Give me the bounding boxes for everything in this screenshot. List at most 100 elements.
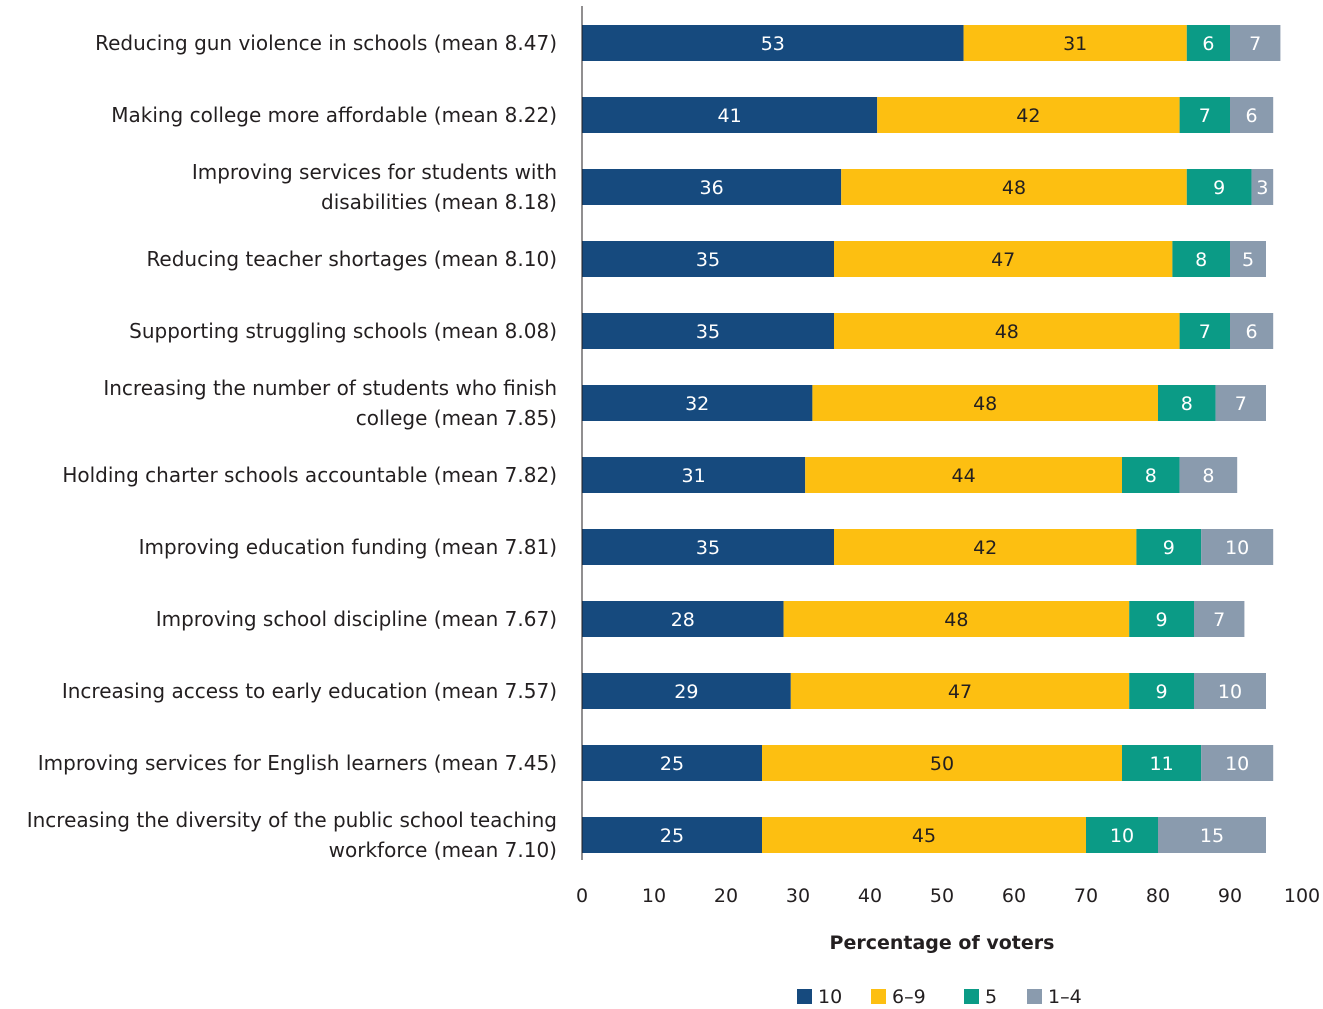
- bar-segment-1–4: [1194, 601, 1245, 637]
- category-label: Increasing access to early education (me…: [62, 679, 557, 703]
- category-label-line: Holding charter schools accountable (mea…: [62, 463, 557, 487]
- bar-segment-1–4: [1194, 673, 1266, 709]
- bar-value-label: 36: [700, 177, 724, 199]
- bar-value-label: 47: [991, 249, 1015, 271]
- bar-value-label: 31: [682, 465, 706, 487]
- bar-value-label: 10: [1225, 753, 1249, 775]
- bar-value-label: 8: [1195, 249, 1207, 271]
- bar-value-label: 15: [1200, 825, 1224, 847]
- bar-segment-5: [1129, 601, 1194, 637]
- x-tick-label: 90: [1218, 885, 1242, 907]
- bar-segment-1–4: [1215, 385, 1266, 421]
- bar-segment-5: [1122, 457, 1180, 493]
- bar-segment-5: [1186, 169, 1252, 205]
- bar-value-label: 7: [1249, 33, 1261, 55]
- category-label-line: Reducing gun violence in schools (mean 8…: [95, 31, 557, 55]
- bar-segment-10: [582, 313, 834, 349]
- category-label-line: disabilities (mean 8.18): [321, 190, 557, 214]
- bar-segment-6–9: [877, 97, 1180, 133]
- bar-value-label: 11: [1150, 753, 1174, 775]
- x-tick-label: 20: [714, 885, 738, 907]
- bar-value-label: 10: [1218, 681, 1242, 703]
- bar-segment-1–4: [1230, 25, 1281, 61]
- x-tick-label: 50: [930, 885, 954, 907]
- bar-segment-6–9: [790, 673, 1130, 709]
- bar-value-label: 10: [1110, 825, 1134, 847]
- category-label-line: Improving services for English learners …: [38, 751, 557, 775]
- x-tick-label: 30: [786, 885, 810, 907]
- bar-value-label: 7: [1213, 609, 1225, 631]
- bar-segment-10: [582, 241, 834, 277]
- bar-segment-6–9: [762, 817, 1086, 853]
- category-label-line: Increasing access to early education (me…: [62, 679, 557, 703]
- x-axis-ticks: 0 10 20 30 40 50 60 70 80 90 100: [576, 885, 1320, 907]
- bar-segment-5: [1179, 313, 1230, 349]
- bar-value-label: 47: [948, 681, 972, 703]
- bar-value-label: 9: [1163, 537, 1175, 559]
- x-tick-label: 0: [576, 885, 588, 907]
- bar-value-label: 53: [761, 33, 785, 55]
- bar-segment-1–4: [1230, 313, 1274, 349]
- category-label-line: Increasing the number of students who fi…: [103, 376, 557, 400]
- bar-segment-6–9: [834, 241, 1173, 277]
- category-label: Increasing the number of students who fi…: [103, 376, 557, 430]
- bar-value-label: 3: [1256, 177, 1268, 199]
- category-label-line: Improving services for students with: [192, 160, 557, 184]
- x-tick-label: 60: [1002, 885, 1026, 907]
- legend-label: 1–4: [1048, 986, 1082, 1008]
- legend: 10 6–9 5 1–4: [797, 986, 1082, 1008]
- bar-segment-6–9: [783, 601, 1130, 637]
- bar-value-label: 48: [995, 321, 1019, 343]
- category-label: Improving services for students with disa…: [192, 160, 557, 214]
- x-axis-title: Percentage of voters: [830, 932, 1055, 954]
- category-label-line: workforce (mean 7.10): [329, 838, 557, 862]
- bar-segment-10: [582, 457, 806, 493]
- bar-value-label: 29: [674, 681, 698, 703]
- bar-segment-5: [1136, 529, 1202, 565]
- category-label: Improving education funding (mean 7.81): [139, 535, 557, 559]
- bar-value-label: 42: [973, 537, 997, 559]
- bar-segment-5: [1179, 97, 1230, 133]
- legend-swatch-10: [797, 989, 812, 1004]
- category-label-line: college (mean 7.85): [356, 406, 557, 430]
- bar-segment-10: [582, 25, 964, 61]
- bar-value-label: 8: [1181, 393, 1193, 415]
- x-tick-label: 80: [1146, 885, 1170, 907]
- bar-value-label: 35: [696, 537, 720, 559]
- bar-value-label: 31: [1063, 33, 1087, 55]
- category-label: Supporting struggling schools (mean 8.08…: [129, 319, 557, 343]
- bar-segment-5: [1086, 817, 1158, 853]
- bar-segment-6–9: [841, 169, 1187, 205]
- bar-value-label: 9: [1156, 609, 1168, 631]
- legend-swatch-6–9: [871, 989, 886, 1004]
- category-label-line: Reducing teacher shortages (mean 8.10): [146, 247, 557, 271]
- bar-value-label: 48: [973, 393, 997, 415]
- bar-value-label: 6: [1202, 33, 1214, 55]
- bar-segment-6–9: [834, 529, 1137, 565]
- x-tick-label: 10: [642, 885, 666, 907]
- x-tick-label: 100: [1284, 885, 1320, 907]
- bar-value-label: 8: [1145, 465, 1157, 487]
- bar-segment-10: [582, 169, 842, 205]
- bar-value-label: 48: [944, 609, 968, 631]
- bar-value-label: 7: [1235, 393, 1247, 415]
- bar-value-label: 41: [718, 105, 742, 127]
- legend-label: 10: [818, 986, 842, 1008]
- bar-segment-10: [582, 601, 784, 637]
- legend-swatch-5: [964, 989, 979, 1004]
- bar-value-label: 8: [1202, 465, 1214, 487]
- bar-segment-5: [1158, 385, 1216, 421]
- x-tick-label: 40: [858, 885, 882, 907]
- bar-value-label: 7: [1199, 105, 1211, 127]
- bar-value-label: 35: [696, 321, 720, 343]
- bar-segment-6–9: [812, 385, 1158, 421]
- bar-value-label: 35: [696, 249, 720, 271]
- bar-value-label: 7: [1199, 321, 1211, 343]
- bar-segment-1–4: [1230, 97, 1274, 133]
- category-label: Reducing gun violence in schools (mean 8…: [95, 31, 557, 55]
- category-label-line: Improving school discipline (mean 7.67): [156, 607, 557, 631]
- bar-value-label: 9: [1156, 681, 1168, 703]
- category-label: Reducing teacher shortages (mean 8.10): [146, 247, 557, 271]
- bar-segment-1–4: [1201, 745, 1274, 781]
- bar-segment-5: [1122, 745, 1202, 781]
